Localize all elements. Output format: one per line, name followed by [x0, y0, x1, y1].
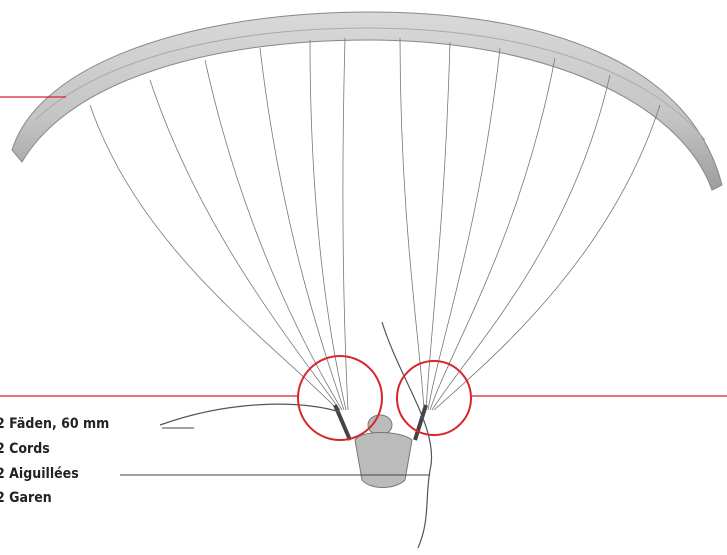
brake-line-left	[160, 404, 340, 425]
suspension-lines	[90, 38, 660, 410]
wing	[12, 12, 722, 190]
paraglider	[12, 12, 722, 548]
label: 2 Aiguillées	[0, 466, 79, 482]
riser-left	[335, 405, 350, 440]
label: 2 Cords	[0, 441, 50, 457]
label: 2 Fäden, 60 mm	[0, 416, 109, 432]
scene: 2 Fäden, 60 mm 2 Cords 2 Aiguillées 2 Ga…	[0, 0, 727, 555]
label: 2 Garen	[0, 490, 52, 506]
highlight-circle	[397, 361, 471, 435]
pilot	[355, 415, 412, 488]
